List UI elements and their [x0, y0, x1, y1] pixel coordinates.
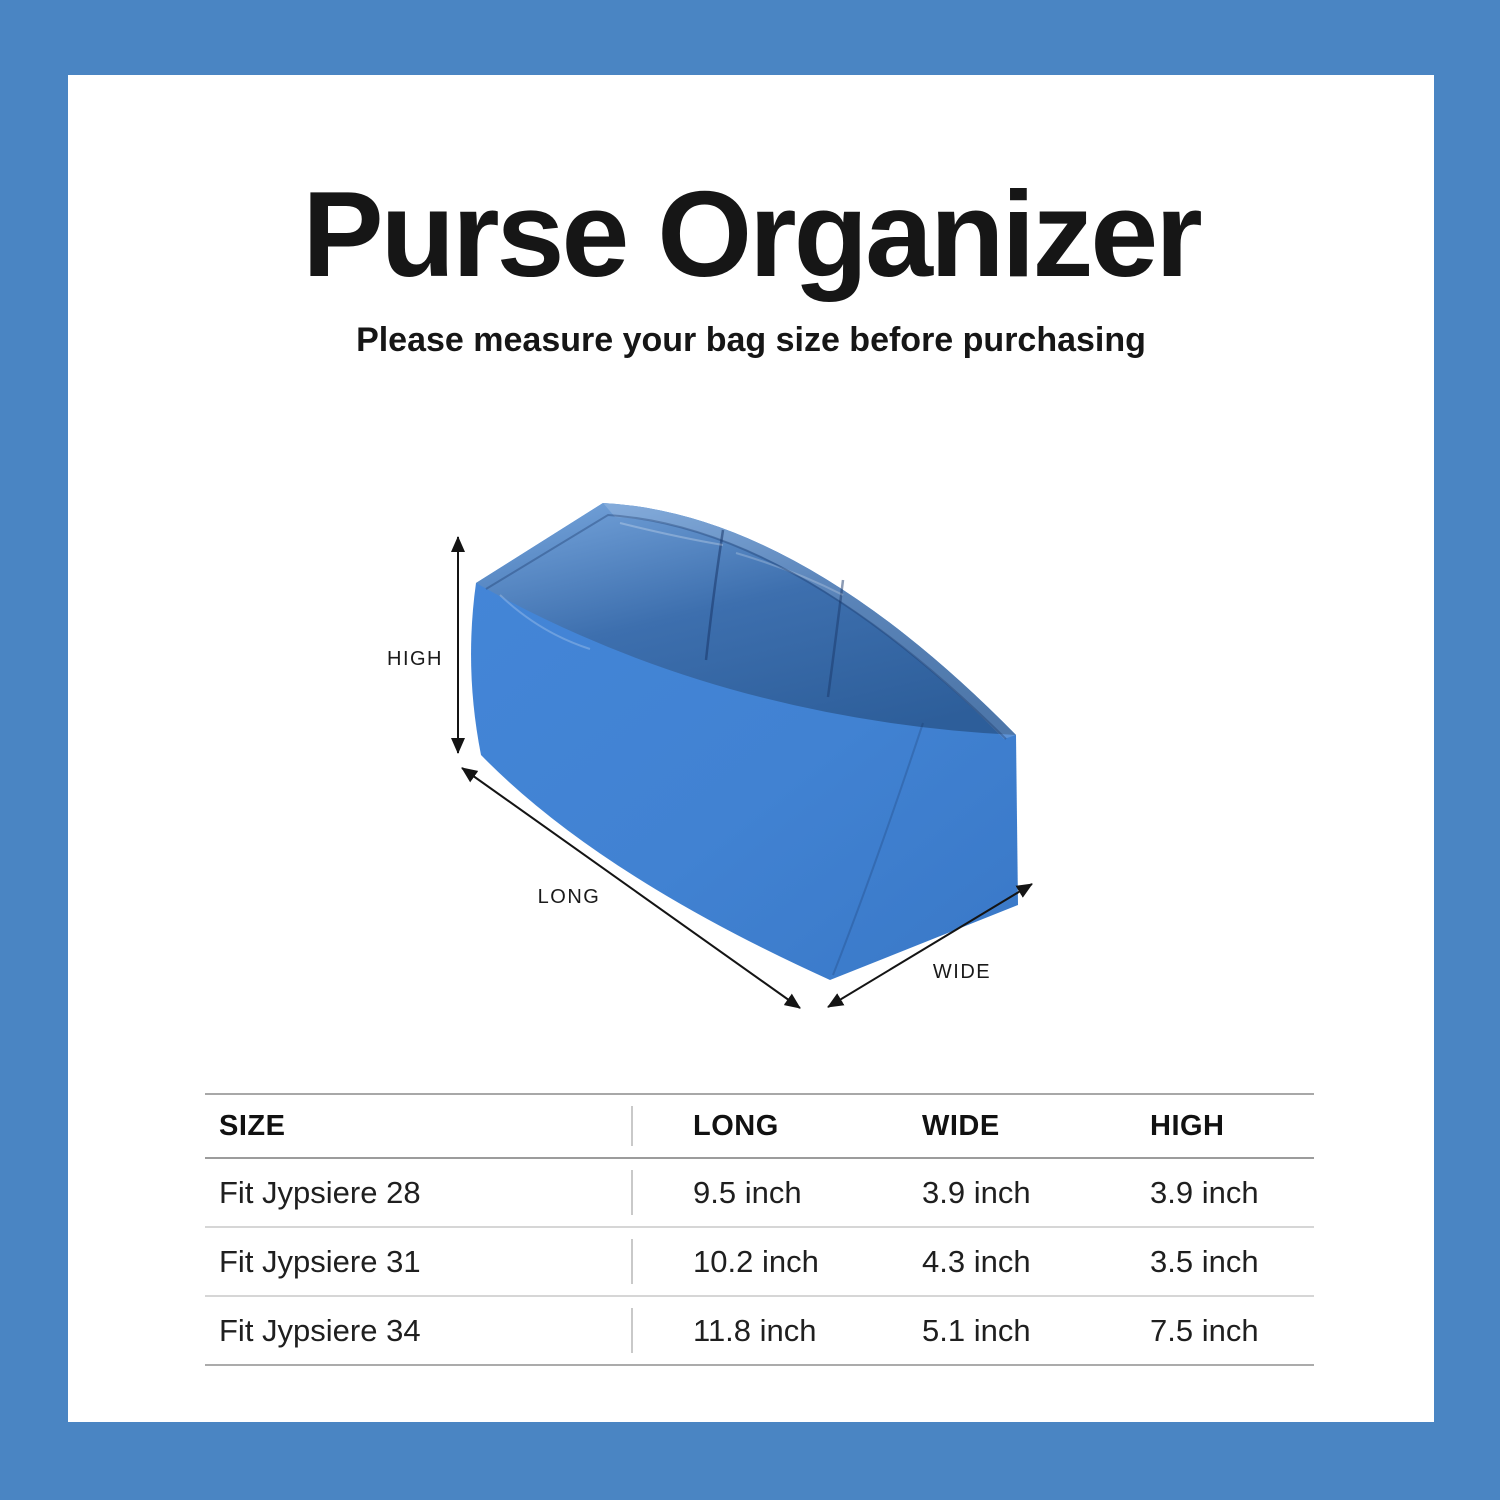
size-table: SIZE LONG WIDE HIGH Fit Jypsiere 28 9.5 …	[205, 1093, 1314, 1366]
bag-illustration: HIGH LONG WIDE	[387, 503, 1033, 1009]
high-cell: 3.5 inch	[1150, 1243, 1259, 1279]
long-cell: 10.2 inch	[693, 1243, 819, 1279]
long-cell: 11.8 inch	[693, 1312, 817, 1348]
high-cell: 3.9 inch	[1150, 1174, 1259, 1210]
size-cell: Fit Jypsiere 31	[219, 1243, 421, 1279]
column-divider	[631, 1239, 633, 1284]
wide-cell: 4.3 inch	[922, 1243, 1031, 1279]
long-dimension-arrow	[461, 767, 801, 1009]
wide-cell: 3.9 inch	[922, 1174, 1031, 1210]
content-area: Purse Organizer Please measure your bag …	[68, 75, 1434, 1422]
page-subtitle: Please measure your bag size before purc…	[356, 321, 1146, 359]
wide-dimension-arrow	[827, 883, 1033, 1008]
long-dimension-label: LONG	[538, 886, 601, 908]
high-dimension-label: HIGH	[387, 648, 443, 670]
column-divider	[631, 1170, 633, 1215]
column-divider	[631, 1106, 633, 1146]
column-divider	[631, 1308, 633, 1353]
column-header-size: SIZE	[219, 1109, 286, 1142]
column-header-long: LONG	[693, 1109, 779, 1142]
size-table-header-row: SIZE LONG WIDE HIGH	[205, 1095, 1314, 1159]
high-cell: 7.5 inch	[1150, 1312, 1259, 1348]
size-cell: Fit Jypsiere 34	[219, 1312, 421, 1348]
column-header-high: HIGH	[1150, 1109, 1225, 1142]
wide-dimension-label: WIDE	[933, 961, 991, 983]
size-cell: Fit Jypsiere 28	[219, 1174, 421, 1210]
table-row: Fit Jypsiere 28 9.5 inch 3.9 inch 3.9 in…	[205, 1159, 1314, 1228]
page-title: Purse Organizer	[302, 166, 1202, 302]
table-row: Fit Jypsiere 34 11.8 inch 5.1 inch 7.5 i…	[205, 1297, 1314, 1366]
long-cell: 9.5 inch	[693, 1174, 802, 1210]
purse-organizer-drawing	[471, 503, 1018, 980]
column-header-wide: WIDE	[922, 1109, 1000, 1142]
wide-cell: 5.1 inch	[922, 1312, 1031, 1348]
table-row: Fit Jypsiere 31 10.2 inch 4.3 inch 3.5 i…	[205, 1228, 1314, 1297]
